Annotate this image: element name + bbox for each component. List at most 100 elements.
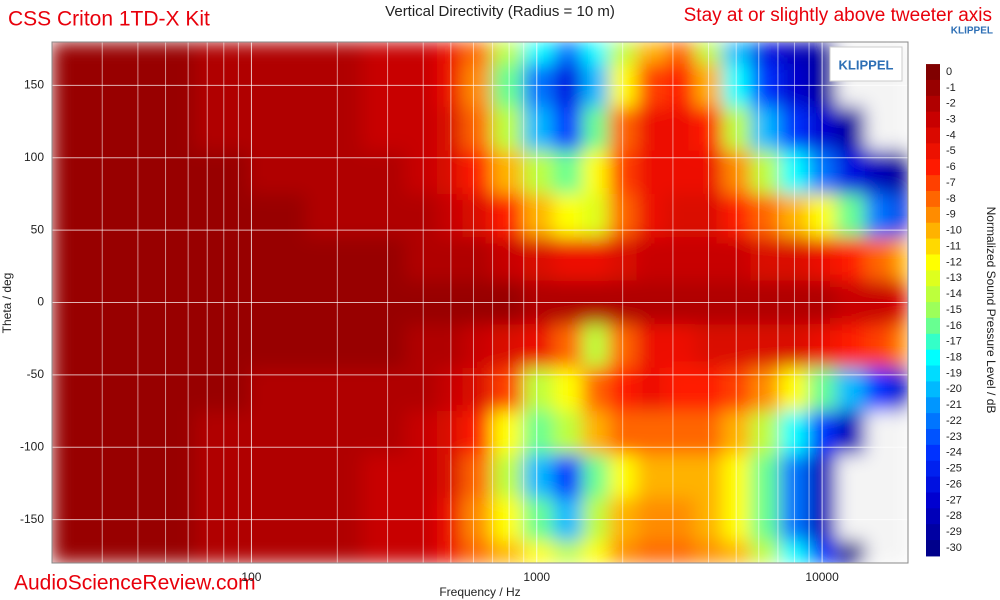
- heat-cell: [133, 150, 196, 195]
- x-axis-label: Frequency / Hz: [439, 585, 520, 599]
- heat-cell: [894, 367, 908, 412]
- brand-label: KLIPPEL: [951, 26, 993, 37]
- heat-cell: [491, 324, 524, 369]
- heat-cell: [133, 42, 196, 65]
- heat-cell: [865, 411, 895, 455]
- colorbar-tick-label: -9: [946, 209, 956, 221]
- heat-cell: [52, 150, 78, 195]
- heat-cell: [582, 107, 610, 152]
- axes: 100 1000 10000 -150 -100 -50 0 50 100 150 0 -1 -2 -3 -…: [20, 64, 962, 584]
- heat-cell: [750, 150, 781, 195]
- x-tick-label: 10000: [805, 570, 839, 584]
- heat-cell: [462, 541, 492, 563]
- heat-cell: [522, 237, 554, 282]
- plot-frame: [51, 41, 909, 564]
- heat-cell: [553, 42, 583, 65]
- heat-cell: [133, 237, 196, 282]
- heat-cell: [636, 237, 667, 282]
- heat-cell: [194, 411, 250, 455]
- grid: [51, 42, 909, 563]
- heat-cell: [636, 42, 667, 65]
- heat-cell: [835, 237, 866, 282]
- heat-cell: [437, 107, 463, 152]
- heat-cell: [248, 107, 307, 152]
- heat-cell: [305, 324, 363, 369]
- watermark: AudioScienceReview.com: [14, 572, 256, 595]
- heat-cell: [405, 367, 438, 412]
- heat-cell: [553, 541, 583, 563]
- heat-cell: [77, 324, 135, 369]
- colorbar-tick-label: -25: [946, 463, 962, 475]
- chart-title: Vertical Directivity (Radius = 10 m): [385, 3, 615, 20]
- heat-cell: [462, 193, 492, 238]
- colorbar-band: [926, 397, 940, 414]
- colorbar-tick-label: 0: [946, 66, 952, 78]
- heat-cell: [362, 237, 406, 282]
- colorbar-label: Normalized Sound Pressure Level / dB: [984, 207, 998, 414]
- heat-cell: [437, 454, 463, 499]
- heat-cell: [462, 324, 492, 369]
- heat-cell: [437, 411, 463, 455]
- colorbar-band: [926, 413, 940, 430]
- heat-cell: [437, 324, 463, 369]
- colorbar-tick-label: -12: [946, 256, 962, 268]
- heat-cell: [52, 454, 78, 499]
- y-tick-label: -150: [20, 512, 44, 526]
- heat-cell: [77, 107, 135, 152]
- heat-cell: [894, 107, 908, 152]
- heat-cell: [462, 367, 492, 412]
- heat-cell: [522, 193, 554, 238]
- heat-cell: [362, 193, 406, 238]
- colorbar-tick-label: -15: [946, 304, 962, 316]
- heat-cell: [522, 411, 554, 455]
- heat-cell: [835, 107, 866, 152]
- colorbar-tick-label: -5: [946, 145, 956, 157]
- heat-cell: [491, 42, 524, 65]
- heat-cell: [437, 541, 463, 563]
- heat-cell: [194, 237, 250, 282]
- heat-cell: [133, 367, 196, 412]
- heat-cell: [750, 454, 781, 499]
- heat-cell: [77, 237, 135, 282]
- colorbar-band: [926, 508, 940, 525]
- heat-cell: [894, 150, 908, 195]
- heat-cell: [405, 324, 438, 369]
- heat-cell: [835, 367, 866, 412]
- y-tick-label: -100: [20, 439, 44, 453]
- heat-cell: [248, 150, 307, 195]
- colorbar-band: [926, 270, 940, 287]
- heat-cell: [491, 541, 524, 563]
- heat-cell: [52, 324, 78, 369]
- heat-cell: [77, 150, 135, 195]
- heat-cell: [194, 107, 250, 152]
- heat-cell: [462, 42, 492, 65]
- heat-cell: [52, 237, 78, 282]
- colorbar-tick-label: -26: [946, 478, 962, 490]
- heat-cell: [491, 107, 524, 152]
- heat-cell: [248, 411, 307, 455]
- heat-cell: [894, 237, 908, 282]
- heat-cell: [553, 107, 583, 152]
- y-tick-label: -50: [27, 367, 45, 381]
- colorbar-tick-label: -14: [946, 288, 962, 300]
- heat-cell: [362, 107, 406, 152]
- heat-cell: [77, 193, 135, 238]
- colorbar-band: [926, 524, 940, 541]
- heat-cell: [491, 411, 524, 455]
- heat-cell: [750, 324, 781, 369]
- heat-cell: [865, 193, 895, 238]
- heat-cell: [582, 42, 610, 65]
- heat-cell: [52, 193, 78, 238]
- heat-cell: [405, 150, 438, 195]
- heat-cell: [305, 107, 363, 152]
- heat-cell: [582, 193, 610, 238]
- heat-cell: [865, 237, 895, 282]
- colorbar-band: [926, 476, 940, 493]
- heat-cell: [462, 454, 492, 499]
- heat-cell: [248, 454, 307, 499]
- heat-cell: [865, 541, 895, 563]
- heat-cell: [194, 42, 250, 65]
- colorbar-band: [926, 317, 940, 335]
- heat-cell: [405, 42, 438, 65]
